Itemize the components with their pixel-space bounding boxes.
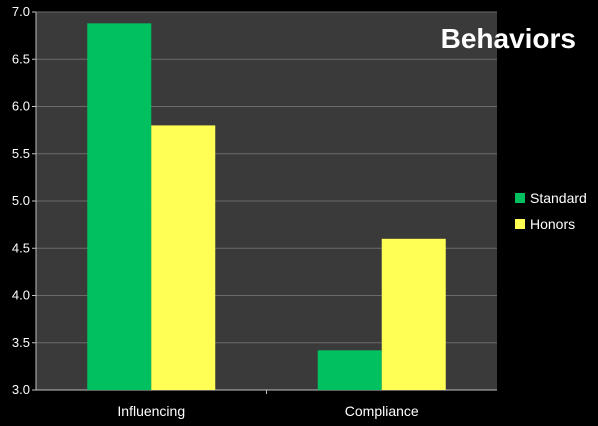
chart-title: Behaviors <box>441 23 576 54</box>
legend: Standard Honors <box>515 190 587 232</box>
y-tick-label: 4.0 <box>12 288 30 303</box>
bar-standard-influencing <box>87 23 152 391</box>
bars <box>87 23 446 391</box>
x-category-label: Compliance <box>345 403 419 419</box>
y-tick-label: 3.5 <box>12 335 30 350</box>
bar-honors-compliance <box>381 238 446 390</box>
y-tick-label: 3.0 <box>12 382 30 397</box>
legend-label-honors: Honors <box>530 216 575 232</box>
y-tick-label: 4.5 <box>12 240 30 255</box>
bar-standard-compliance <box>317 350 382 390</box>
x-axis-labels: Influencing Compliance <box>117 403 419 419</box>
y-tick-label: 6.0 <box>12 99 30 114</box>
y-tick-label: 6.5 <box>12 51 30 66</box>
legend-label-standard: Standard <box>530 190 587 206</box>
legend-swatch-standard <box>515 193 525 203</box>
y-tick-label: 7.0 <box>12 4 30 19</box>
y-axis-ticks: 3.0 3.5 4.0 4.5 5.0 5.5 6.0 6.5 7.0 <box>12 4 30 397</box>
x-category-label: Influencing <box>117 403 185 419</box>
legend-swatch-honors <box>515 219 525 229</box>
bar-honors-influencing <box>151 125 216 391</box>
y-tick-label: 5.0 <box>12 193 30 208</box>
y-tick-label: 5.5 <box>12 146 30 161</box>
